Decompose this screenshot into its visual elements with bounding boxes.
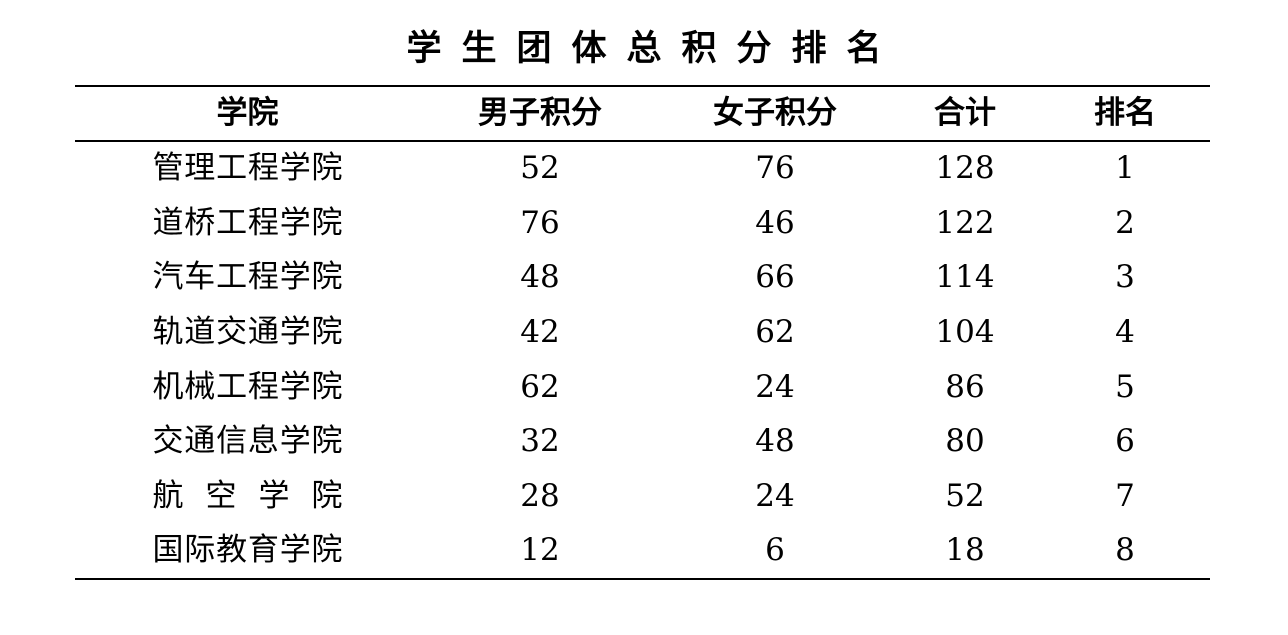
college-name: 国际教育学院 — [152, 532, 343, 569]
rank-cell: 6 — [1115, 423, 1135, 460]
rank-cell: 3 — [1115, 259, 1135, 296]
table-body: 管理工程学院 52 76 128 1 道桥工程学院 76 46 122 2 汽车… — [75, 141, 1210, 579]
men-points-cell: 12 — [520, 532, 560, 569]
table-header: 学院 男子积分 女子积分 合计 排名 — [75, 86, 1210, 141]
total-cell: 80 — [945, 423, 985, 460]
table-row: 交通信息学院 32 48 80 6 — [75, 414, 1210, 469]
column-header-men-points: 男子积分 — [478, 95, 602, 131]
men-points-cell: 42 — [520, 313, 560, 350]
rank-cell: 1 — [1115, 150, 1135, 187]
college-name: 机械工程学院 — [152, 368, 343, 405]
college-cell: 国际教育学院 — [75, 524, 420, 579]
column-header-women-points: 女子积分 — [713, 95, 837, 131]
rank-cell: 8 — [1115, 532, 1135, 569]
ranking-table-container: 学院 男子积分 女子积分 合计 排名 管理工程学院 52 76 128 1 道桥… — [75, 85, 1210, 580]
women-points-cell: 76 — [755, 150, 795, 187]
total-cell: 104 — [935, 313, 995, 350]
table-row: 航空学院 28 24 52 7 — [75, 469, 1210, 524]
page-title: 学生团体总积分排名 — [406, 28, 902, 69]
college-cell: 轨道交通学院 — [75, 305, 420, 360]
women-points-cell: 46 — [755, 204, 795, 241]
column-header-total: 合计 — [934, 95, 996, 131]
men-points-cell: 52 — [520, 150, 560, 187]
college-name: 汽车工程学院 — [152, 259, 343, 296]
total-cell: 122 — [935, 204, 995, 241]
college-cell: 汽车工程学院 — [75, 250, 420, 305]
total-cell: 128 — [935, 150, 995, 187]
college-cell: 交通信息学院 — [75, 414, 420, 469]
rank-cell: 4 — [1115, 313, 1135, 350]
college-name: 航空学院 — [152, 477, 343, 514]
college-name: 交通信息学院 — [152, 423, 343, 460]
women-points-cell: 24 — [755, 368, 795, 405]
total-cell: 52 — [945, 477, 985, 514]
men-points-cell: 28 — [520, 477, 560, 514]
table-row: 汽车工程学院 48 66 114 3 — [75, 250, 1210, 305]
table-row: 道桥工程学院 76 46 122 2 — [75, 196, 1210, 251]
men-points-cell: 32 — [520, 423, 560, 460]
total-cell: 114 — [935, 259, 995, 296]
college-cell: 航空学院 — [75, 469, 420, 524]
table-row: 国际教育学院 12 6 18 8 — [75, 524, 1210, 579]
men-points-cell: 48 — [520, 259, 560, 296]
women-points-cell: 62 — [755, 313, 795, 350]
column-header-rank: 排名 — [1094, 95, 1156, 131]
header-row: 学院 男子积分 女子积分 合计 排名 — [75, 86, 1210, 141]
ranking-table: 学院 男子积分 女子积分 合计 排名 管理工程学院 52 76 128 1 道桥… — [75, 85, 1210, 580]
college-cell: 管理工程学院 — [75, 141, 420, 196]
rank-cell: 2 — [1115, 204, 1135, 241]
column-header-college: 学院 — [216, 95, 279, 131]
college-name: 道桥工程学院 — [152, 204, 343, 241]
table-row: 轨道交通学院 42 62 104 4 — [75, 305, 1210, 360]
college-cell: 道桥工程学院 — [75, 196, 420, 251]
men-points-cell: 76 — [520, 204, 560, 241]
women-points-cell: 66 — [755, 259, 795, 296]
women-points-cell: 6 — [765, 532, 785, 569]
total-cell: 86 — [945, 368, 985, 405]
men-points-cell: 62 — [520, 368, 560, 405]
college-cell: 机械工程学院 — [75, 360, 420, 415]
women-points-cell: 24 — [755, 477, 795, 514]
rank-cell: 5 — [1115, 368, 1135, 405]
table-row: 管理工程学院 52 76 128 1 — [75, 141, 1210, 196]
college-name: 管理工程学院 — [152, 150, 343, 187]
women-points-cell: 48 — [755, 423, 795, 460]
total-cell: 18 — [945, 532, 985, 569]
table-row: 机械工程学院 62 24 86 5 — [75, 360, 1210, 415]
college-name: 轨道交通学院 — [152, 313, 343, 350]
rank-cell: 7 — [1115, 477, 1135, 514]
